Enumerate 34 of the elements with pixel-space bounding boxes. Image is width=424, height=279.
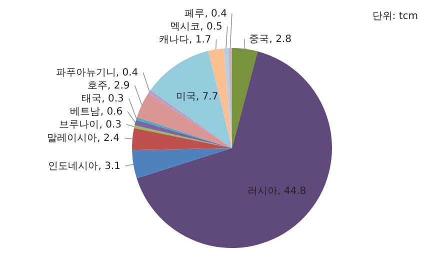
slice-label: 인도네시아 — [48, 160, 98, 172]
pie-slice — [136, 93, 232, 148]
slice-label: 페루 — [184, 8, 205, 20]
slice-label: 파푸아뉴기니 — [56, 68, 116, 79]
slice-label: 호주 — [87, 80, 108, 92]
pie-slice — [150, 50, 232, 148]
data-label: , 44.8 — [277, 186, 306, 197]
pie-slice — [224, 48, 232, 148]
pie-slice — [132, 148, 232, 178]
slice-label: 태국 — [81, 94, 102, 105]
data-label: , 0.4 — [116, 68, 138, 79]
pie-slice — [148, 90, 232, 148]
pie-slice — [136, 51, 332, 248]
data-label: , 2.4 — [97, 133, 120, 144]
data-label: , 0.6 — [100, 106, 123, 118]
data-label: , 2.8 — [269, 34, 292, 45]
slice-label: 멕시코 — [170, 21, 200, 32]
slice-label: 말레이시아 — [47, 133, 98, 144]
slice-label: 미국 — [176, 92, 196, 103]
data-label: , 0.4 — [204, 8, 227, 20]
data-label: , 0.3 — [99, 120, 122, 131]
slice-label: 브루나이 — [59, 120, 100, 131]
slice-label: 러시아 — [247, 186, 278, 197]
slice-label: 캐나다 — [158, 34, 189, 46]
slice-label: 중국 — [249, 34, 270, 45]
data-label: , 3.1 — [98, 160, 120, 172]
data-label: , 0.3 — [102, 94, 124, 105]
data-label: , 0.5 — [200, 21, 222, 32]
text: 단위: tcm — [372, 11, 418, 22]
slice-label: 베트남 — [70, 106, 100, 118]
data-label: , 7.7 — [196, 92, 218, 103]
data-label: , 2.9 — [108, 80, 130, 92]
pie-slice — [232, 48, 258, 148]
data-label: , 1.7 — [189, 34, 212, 46]
